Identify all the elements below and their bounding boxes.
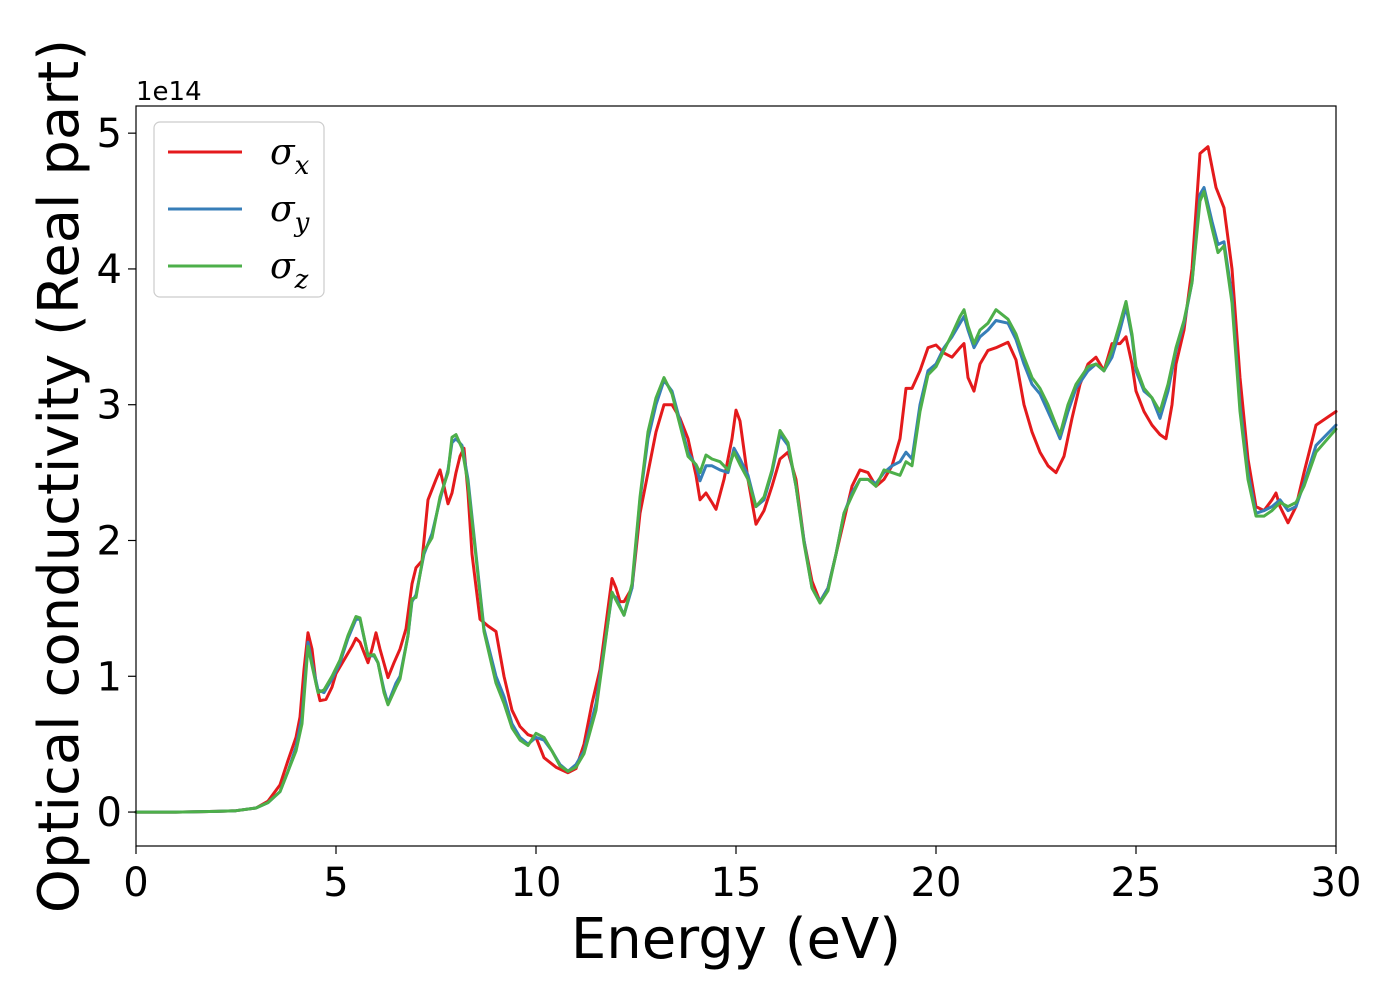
x-axis-title: Energy (eV) bbox=[571, 907, 901, 972]
y-tick-label: 0 bbox=[97, 790, 122, 836]
x-axis-ticks: 0 5 10 15 20 25 30 bbox=[123, 846, 1361, 906]
y-tick-label: 5 bbox=[97, 111, 122, 157]
x-tick-label: 25 bbox=[1111, 860, 1162, 906]
series-group bbox=[134, 145, 1338, 814]
y-tick-label: 3 bbox=[97, 383, 122, 429]
x-tick-label: 20 bbox=[911, 860, 962, 906]
x-tick-label: 5 bbox=[323, 860, 348, 906]
x-tick-label: 10 bbox=[511, 860, 562, 906]
y-tick-label: 4 bbox=[97, 247, 122, 293]
x-tick-label: 15 bbox=[711, 860, 762, 906]
y-offset-label: 1e14 bbox=[136, 77, 202, 107]
y-tick-label: 1 bbox=[97, 654, 122, 700]
x-tick-label: 30 bbox=[1311, 860, 1362, 906]
y-tick-label: 2 bbox=[97, 518, 122, 564]
y-axis-ticks: 0 1 2 3 4 5 bbox=[97, 111, 136, 836]
x-tick-label: 0 bbox=[123, 860, 148, 906]
series-line-sigma-z bbox=[134, 190, 1338, 814]
y-axis-title: Optical conductivity (Real part) bbox=[27, 39, 92, 913]
series-line-sigma-x bbox=[134, 145, 1338, 814]
plot-area bbox=[136, 106, 1336, 846]
